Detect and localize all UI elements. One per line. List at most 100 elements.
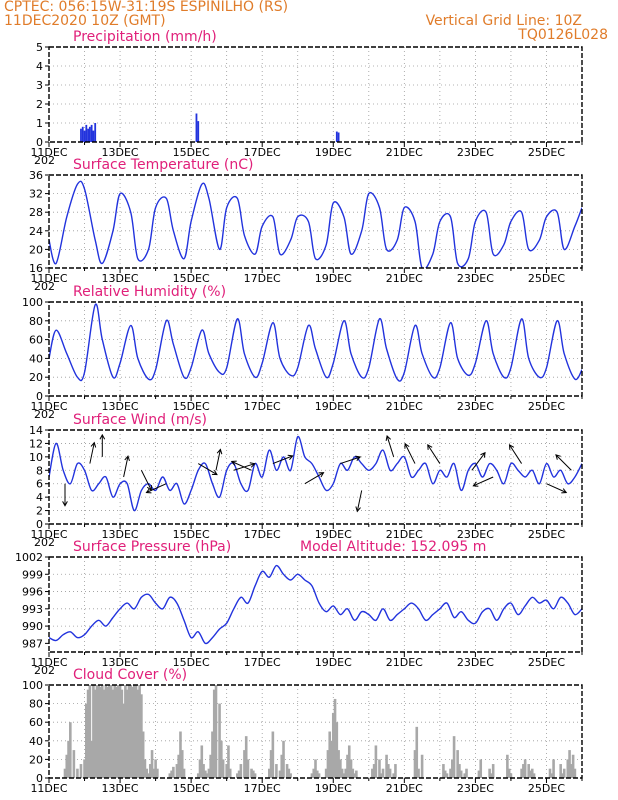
temperature-panel: 16 20 24 28 32 36 Surface Temperature (nC) 11DE… — [29, 157, 583, 293]
wind-xtick-label: 25DEC — [528, 528, 565, 541]
humidity-year-fragment: 202 — [34, 408, 55, 421]
precipitation-bar — [337, 132, 340, 142]
temperature-xtick-label: 11DEC — [30, 272, 67, 285]
cloud-bar — [278, 770, 282, 778]
cloud-bar — [527, 764, 530, 778]
wind-ytick-label: 0 — [36, 518, 43, 531]
cloud-bar — [532, 773, 536, 778]
cloud-bar — [109, 685, 113, 778]
wind-ytick-label: 4 — [36, 491, 43, 504]
humidity-xtick-label: 13DEC — [102, 400, 139, 413]
cloud-xtick-label: 17DEC — [244, 782, 281, 795]
wind-arrow-head — [508, 443, 515, 450]
cloud-bar — [88, 685, 92, 778]
cloud-bar — [154, 759, 157, 778]
cloud-bar — [72, 750, 76, 778]
cloud-bar — [530, 768, 534, 778]
cloud-bar — [385, 754, 388, 778]
header-run-id: TQ0126L028 — [518, 27, 608, 43]
wind-arrow-shaft — [197, 463, 218, 476]
precipitation-bar — [335, 131, 338, 142]
wind-arrow-head — [249, 462, 256, 468]
cloud-bar — [280, 754, 284, 778]
precipitation-bar — [81, 126, 84, 142]
pressure-xtick-label: 11DEC — [30, 656, 67, 669]
pressure-frame — [48, 556, 583, 653]
cloud-bar — [282, 740, 285, 778]
cloud-bar — [145, 768, 149, 778]
cloud-bar — [463, 773, 467, 778]
cloud-bar — [115, 686, 118, 778]
cloud-bar — [523, 759, 527, 778]
wind-arrow-head — [561, 488, 568, 494]
cloud-bar — [90, 740, 93, 778]
cloud-bar — [449, 768, 452, 778]
cloud-xtick-label: 13DEC — [102, 782, 139, 795]
pressure-ytick-label: 996 — [22, 586, 43, 599]
cloud-bar — [381, 768, 385, 778]
cloud-bar — [152, 768, 156, 778]
cloud-bar — [79, 764, 83, 778]
precipitation-ytick-label: 3 — [36, 79, 43, 92]
cloud-panel: 0 20 40 60 80 100 Cloud Cover (%) 11DEC 13DEC 15D… — [22, 667, 583, 795]
wind-arrow-shaft — [404, 443, 416, 464]
cloud-bar — [314, 759, 317, 778]
cloud-bar — [275, 764, 278, 778]
wind-year-fragment: 202 — [34, 536, 55, 549]
cloud-bar — [372, 764, 376, 778]
humidity-series-line — [49, 303, 582, 382]
cloud-bar — [212, 689, 216, 778]
cloud-bar — [221, 759, 225, 778]
cloud-bar — [97, 685, 101, 778]
cloud-bar — [550, 773, 554, 778]
cloud-bar — [102, 689, 106, 778]
cloud-bar — [209, 754, 212, 778]
pressure-xtick-label: 17DEC — [244, 656, 281, 669]
cloud-bar — [353, 773, 356, 778]
wind-arrow-shaft — [272, 455, 293, 465]
cloud-bar — [246, 759, 250, 778]
cloud-bar — [141, 731, 145, 778]
cloud-bar — [67, 740, 70, 778]
cloud-bar — [239, 764, 243, 778]
cloud-bar — [63, 768, 67, 778]
temperature-ytick-label: 36 — [29, 169, 43, 182]
cloud-bar — [236, 773, 239, 778]
wind-xtick-label: 19DEC — [315, 528, 352, 541]
cloud-bar — [349, 759, 353, 778]
cloud-ytick-label: 100 — [22, 679, 43, 692]
cloud-bar — [228, 768, 232, 778]
temperature-xtick-label: 17DEC — [244, 272, 281, 285]
cloud-bar — [244, 736, 248, 778]
cloud-bar — [442, 764, 445, 778]
cloud-bar — [420, 754, 424, 778]
cloud-bar — [509, 773, 513, 778]
wind-arrow-head — [90, 441, 97, 448]
temperature-xtick-label: 15DEC — [173, 272, 210, 285]
cloud-bar — [394, 764, 397, 778]
cloud-bar — [330, 740, 333, 778]
precipitation-bar — [94, 123, 97, 142]
precipitation-ytick-label: 2 — [36, 98, 43, 111]
cloud-bar — [92, 685, 95, 778]
cloud-bar — [570, 764, 573, 778]
wind-arrow-shaft — [146, 483, 167, 493]
cloud-bar — [328, 731, 332, 778]
wind-arrow-head — [355, 455, 362, 461]
cloud-bar — [220, 740, 223, 778]
cloud-bar — [170, 770, 173, 778]
cloud-bar — [351, 768, 355, 778]
cloud-bar — [392, 773, 395, 778]
temperature-xtick-label: 25DEC — [528, 272, 565, 285]
wind-arrow-shaft — [340, 456, 361, 465]
cloud-bar — [122, 703, 125, 778]
precipitation-frame — [48, 46, 583, 143]
precipitation-year-fragment: 202 — [34, 154, 55, 167]
temperature-ytick-label: 32 — [29, 188, 43, 201]
wind-arrow-shaft — [231, 461, 252, 471]
temperature-series-line — [49, 180, 582, 268]
temperature-frame — [48, 174, 583, 269]
cloud-ytick-label: 60 — [29, 716, 43, 729]
precipitation-bar — [88, 126, 91, 142]
